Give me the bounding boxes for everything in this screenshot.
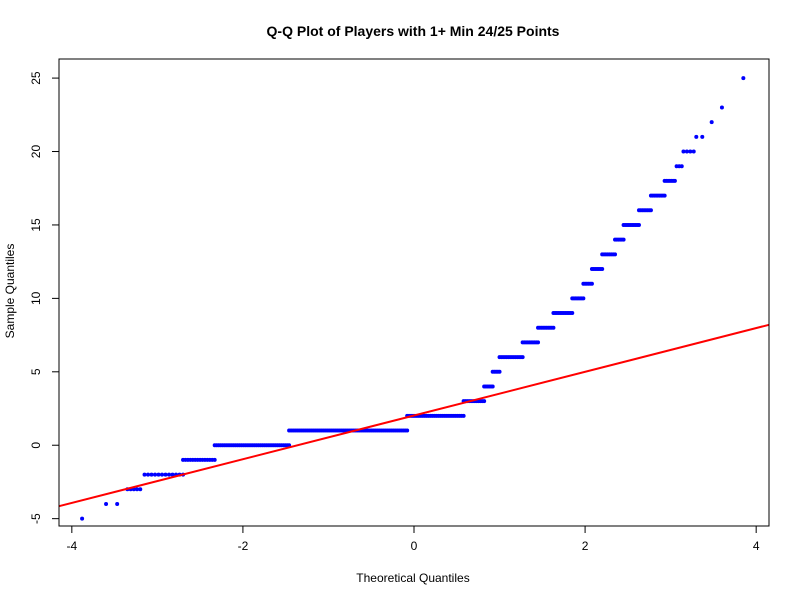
data-point <box>149 472 154 477</box>
data-point <box>142 472 147 477</box>
data-point <box>688 149 693 154</box>
x-tick-label: -2 <box>238 539 249 553</box>
data-point <box>138 487 143 492</box>
x-axis-label: Theoretical Quantiles <box>356 571 469 585</box>
data-point <box>613 252 618 257</box>
y-tick-label: 10 <box>29 291 43 305</box>
y-tick-label: 20 <box>29 145 43 159</box>
data-points <box>80 76 746 521</box>
data-point <box>621 237 626 242</box>
data-point <box>482 399 487 404</box>
data-point <box>589 281 594 286</box>
data-point <box>719 105 724 110</box>
data-point <box>741 76 746 81</box>
data-point <box>648 208 653 213</box>
axis-tick-labels: -4 -2 0 2 4 -5 0 5 10 15 20 25 <box>29 71 760 553</box>
data-point <box>153 472 158 477</box>
y-tick-label: -5 <box>29 513 43 524</box>
data-point <box>80 516 85 521</box>
chart-title: Q-Q Plot of Players with 1+ Min 24/25 Po… <box>267 23 560 39</box>
data-point <box>156 472 161 477</box>
data-point <box>115 501 120 506</box>
plot-frame <box>58 58 770 527</box>
data-point <box>600 267 605 272</box>
x-tick-label: 0 <box>411 539 418 553</box>
y-tick-label: 15 <box>29 218 43 232</box>
data-point <box>104 501 109 506</box>
data-point <box>684 149 689 154</box>
axis-ticks <box>52 77 757 533</box>
x-tick-label: 4 <box>753 539 760 553</box>
data-point <box>135 487 140 492</box>
data-point <box>490 384 495 389</box>
data-point <box>691 149 696 154</box>
data-point <box>160 472 165 477</box>
data-point <box>700 134 705 139</box>
y-tick-label: 25 <box>29 71 43 85</box>
data-point <box>170 472 175 477</box>
data-point <box>570 311 575 316</box>
data-point <box>679 164 684 169</box>
reference-line <box>58 323 770 508</box>
y-tick-label: 5 <box>29 368 43 375</box>
data-point <box>662 193 667 198</box>
data-point <box>405 428 410 433</box>
data-point <box>694 134 699 139</box>
data-point <box>581 296 586 301</box>
data-point <box>497 369 502 374</box>
data-point <box>212 457 217 462</box>
data-point <box>709 120 714 125</box>
x-tick-label: 2 <box>582 539 589 553</box>
data-point <box>551 325 556 330</box>
y-tick-label: 0 <box>29 442 43 449</box>
data-point <box>163 472 168 477</box>
data-point <box>461 413 466 418</box>
x-tick-label: -4 <box>66 539 77 553</box>
data-point <box>520 355 525 360</box>
data-point <box>167 472 172 477</box>
data-point <box>672 178 677 183</box>
data-point <box>146 472 151 477</box>
data-point <box>636 222 641 227</box>
data-point <box>536 340 541 345</box>
y-axis-label: Sample Quantiles <box>3 244 17 339</box>
data-point <box>681 149 686 154</box>
